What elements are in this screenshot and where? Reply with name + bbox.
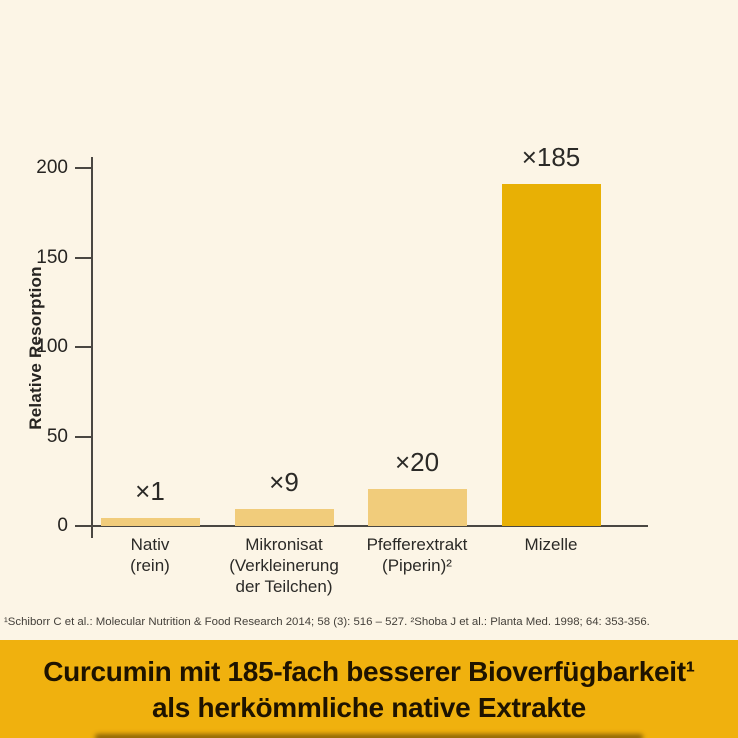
bar-4 — [501, 183, 601, 526]
category-label-line: (Verkleinerung — [229, 556, 339, 575]
y-axis-line — [91, 157, 93, 538]
category-label-line: Nativ — [130, 535, 170, 554]
y-tick-mark — [75, 525, 92, 527]
y-tick-label: 50 — [46, 425, 68, 447]
source-footnote: ¹Schiborr C et al.: Molecular Nutrition … — [4, 616, 650, 628]
cropped-next-line-artifact — [95, 734, 643, 738]
bar-value-label: ×185 — [521, 141, 581, 172]
y-tick-mark — [75, 167, 92, 169]
y-tick-label: 0 — [57, 515, 68, 536]
y-tick-label: 100 — [36, 336, 68, 357]
y-tick-label: 150 — [36, 246, 68, 268]
category-label-line: der Teilchen) — [235, 577, 333, 596]
category-label-line: Mikronisat — [245, 535, 323, 554]
y-tick-mark — [75, 346, 92, 348]
bar-value-label: ×9 — [269, 467, 299, 498]
category-label-line: (rein) — [130, 556, 170, 575]
y-tick-mark — [75, 435, 92, 438]
bar-3 — [367, 489, 467, 526]
y-tick-mark — [75, 256, 92, 259]
headline-banner: Curcumin mit 185-fach besserer Bioverfüg… — [0, 640, 738, 738]
bar-value-label: ×20 — [394, 447, 440, 477]
category-label: Mizelle — [464, 534, 638, 555]
category-label: Mikronisat (Verkleinerung der Teilchen) — [197, 534, 371, 597]
y-tick-label: 200 — [36, 157, 68, 178]
bar-2 — [234, 509, 334, 526]
bar-1 — [100, 518, 200, 526]
x-axis-line — [91, 525, 648, 527]
category-label-line: Mizelle — [524, 535, 578, 554]
headline-line-1: Curcumin mit 185-fach besserer Bioverfüg… — [43, 656, 695, 687]
category-label: Nativ (rein) — [63, 534, 237, 576]
bar-value-label: ×1 — [135, 476, 165, 506]
category-label: Pfefferextrakt (Piperin)² — [330, 534, 504, 576]
category-label-line: Pfefferextrakt — [366, 535, 468, 554]
headline-line-2: als herkömmliche native Extrakte — [152, 692, 586, 723]
bar-chart: Relative Resorption 0 50 100 150 200 ×1 Nativ… — [26, 141, 648, 597]
category-label-line: (Piperin)² — [382, 556, 452, 575]
